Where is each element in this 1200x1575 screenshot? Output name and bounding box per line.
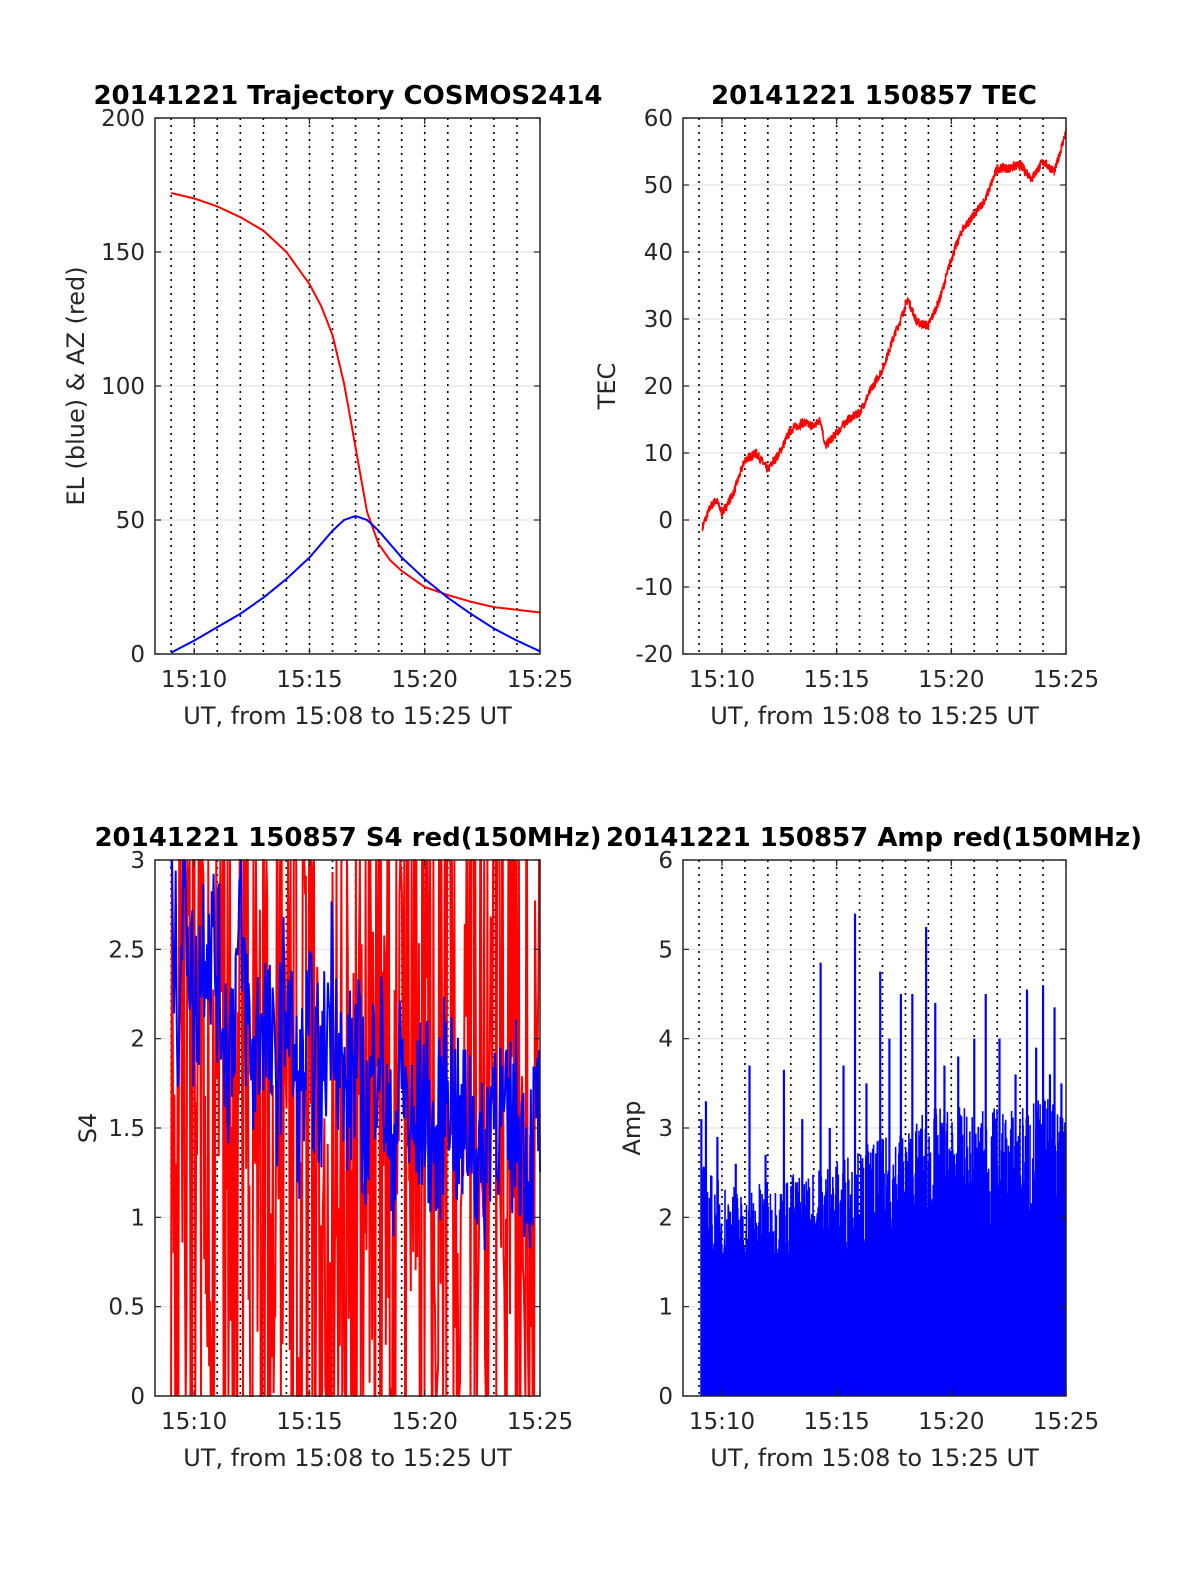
amp-x-axis-label: UT, from 15:08 to 15:25 UT (710, 1444, 1039, 1472)
amp-x-tick-label: 15:15 (804, 1409, 870, 1435)
s4-y-tick-label: 1.5 (108, 1116, 145, 1142)
trajectory-x-tick-label: 15:25 (507, 667, 573, 693)
s4-y-tick-label: 2.5 (108, 937, 145, 963)
trajectory-series (170, 192, 541, 654)
s4-y-tick-label: 0 (130, 1384, 145, 1410)
amp-chart: 15:10 15:15 15:20 15:25 0 1 2 3 4 5 6 20141221 150… (606, 823, 1142, 1472)
s4-y-tick-label: 3 (130, 848, 145, 874)
trajectory-x-tick-label: 15:10 (161, 667, 227, 693)
tec-y-tick-label: 10 (644, 441, 673, 467)
tec-y-tick-label: -20 (635, 642, 673, 668)
trajectory-ticks: 15:10 15:15 15:20 15:25 0 50 100 150 200 (101, 106, 573, 693)
trajectory-y-tick-label: 150 (101, 240, 145, 266)
tec-title: 20141221 150857 TEC (711, 81, 1037, 111)
trajectory-y-tick-label: 0 (130, 642, 145, 668)
trajectory-x-axis-label: UT, from 15:08 to 15:25 UT (183, 702, 512, 730)
trajectory-y-tick-label: 200 (101, 106, 145, 132)
amp-y-tick-label: 1 (658, 1295, 673, 1321)
amp-x-tick-label: 15:25 (1033, 1409, 1099, 1435)
tec-minute-markers (698, 118, 1044, 654)
elevation-line (170, 514, 541, 654)
tec-x-tick-label: 15:15 (804, 667, 870, 693)
tec-y-tick-label: -10 (635, 575, 673, 601)
tec-y-tick-label: 40 (644, 240, 673, 266)
amp-y-tick-label: 0 (658, 1384, 673, 1410)
amp-y-tick-label: 2 (658, 1205, 673, 1231)
amp-title: 20141221 150857 Amp red(150MHz) (606, 823, 1142, 853)
amp-y-tick-label: 5 (658, 937, 673, 963)
amp-x-tick-label: 15:20 (918, 1409, 984, 1435)
trajectory-x-tick-label: 15:15 (276, 667, 342, 693)
s4-x-tick-label: 15:25 (507, 1409, 573, 1435)
tec-y-tick-label: 20 (644, 374, 673, 400)
s4-x-tick-label: 15:15 (276, 1409, 342, 1435)
s4-y-axis-label: S4 (74, 1113, 102, 1144)
tec-y-tick-label: 60 (644, 106, 673, 132)
amp-y-axis-label: Amp (618, 1100, 646, 1155)
trajectory-chart: 15:10 15:15 15:20 15:25 0 50 100 150 200 2014122… (62, 81, 603, 730)
tec-x-tick-label: 15:25 (1033, 667, 1099, 693)
s4-x-tick-label: 15:20 (392, 1409, 458, 1435)
tec-line (701, 127, 1067, 532)
tec-x-tick-label: 15:20 (918, 667, 984, 693)
amp-x-tick-label: 15:10 (689, 1409, 755, 1435)
s4-title: 20141221 150857 S4 red(150MHz) (94, 823, 601, 853)
trajectory-title: 20141221 Trajectory COSMOS2414 (93, 81, 602, 111)
tec-x-tick-label: 15:10 (689, 667, 755, 693)
s4-ticks: 15:10 15:15 15:20 15:25 0 0.5 1 1.5 2 2.5 3 (108, 848, 573, 1435)
trajectory-y-axis-label: EL (blue) & AZ (red) (62, 266, 90, 505)
tec-y-tick-label: 30 (644, 307, 673, 333)
s4-y-tick-label: 1 (130, 1205, 145, 1231)
tec-ticks: 15:10 15:15 15:20 15:25 -20 -10 0 10 20 30 40 50 60 (635, 106, 1099, 693)
s4-blue-line (170, 859, 541, 1251)
tec-y-tick-label: 50 (644, 173, 673, 199)
trajectory-y-tick-label: 50 (116, 508, 145, 534)
trajectory-y-tick-label: 100 (101, 374, 145, 400)
amp-y-tick-label: 3 (658, 1116, 673, 1142)
s4-chart: 15:10 15:15 15:20 15:25 0 0.5 1 1.5 2 2.5 3 201412… (74, 823, 602, 1472)
amp-y-tick-label: 6 (658, 848, 673, 874)
tec-y-tick-label: 0 (658, 508, 673, 534)
tec-y-axis-label: TEC (593, 363, 621, 411)
tec-x-axis-label: UT, from 15:08 to 15:25 UT (710, 702, 1039, 730)
tec-series (701, 127, 1067, 532)
amp-y-tick-label: 4 (658, 1027, 673, 1053)
s4-series (170, 859, 541, 1397)
trajectory-x-tick-label: 15:20 (392, 667, 458, 693)
s4-y-tick-label: 2 (130, 1027, 145, 1053)
trajectory-minute-markers (170, 118, 518, 654)
s4-x-axis-label: UT, from 15:08 to 15:25 UT (183, 1444, 512, 1472)
s4-x-tick-label: 15:10 (161, 1409, 227, 1435)
s4-y-tick-label: 0.5 (108, 1295, 145, 1321)
tec-chart: 15:10 15:15 15:20 15:25-20-100102030405060 … (593, 81, 1099, 730)
azimuth-line (170, 192, 541, 614)
amp-series (700, 913, 1067, 1396)
amp-ticks: 15:10 15:15 15:20 15:25 0 1 2 3 4 5 6 (658, 848, 1099, 1435)
